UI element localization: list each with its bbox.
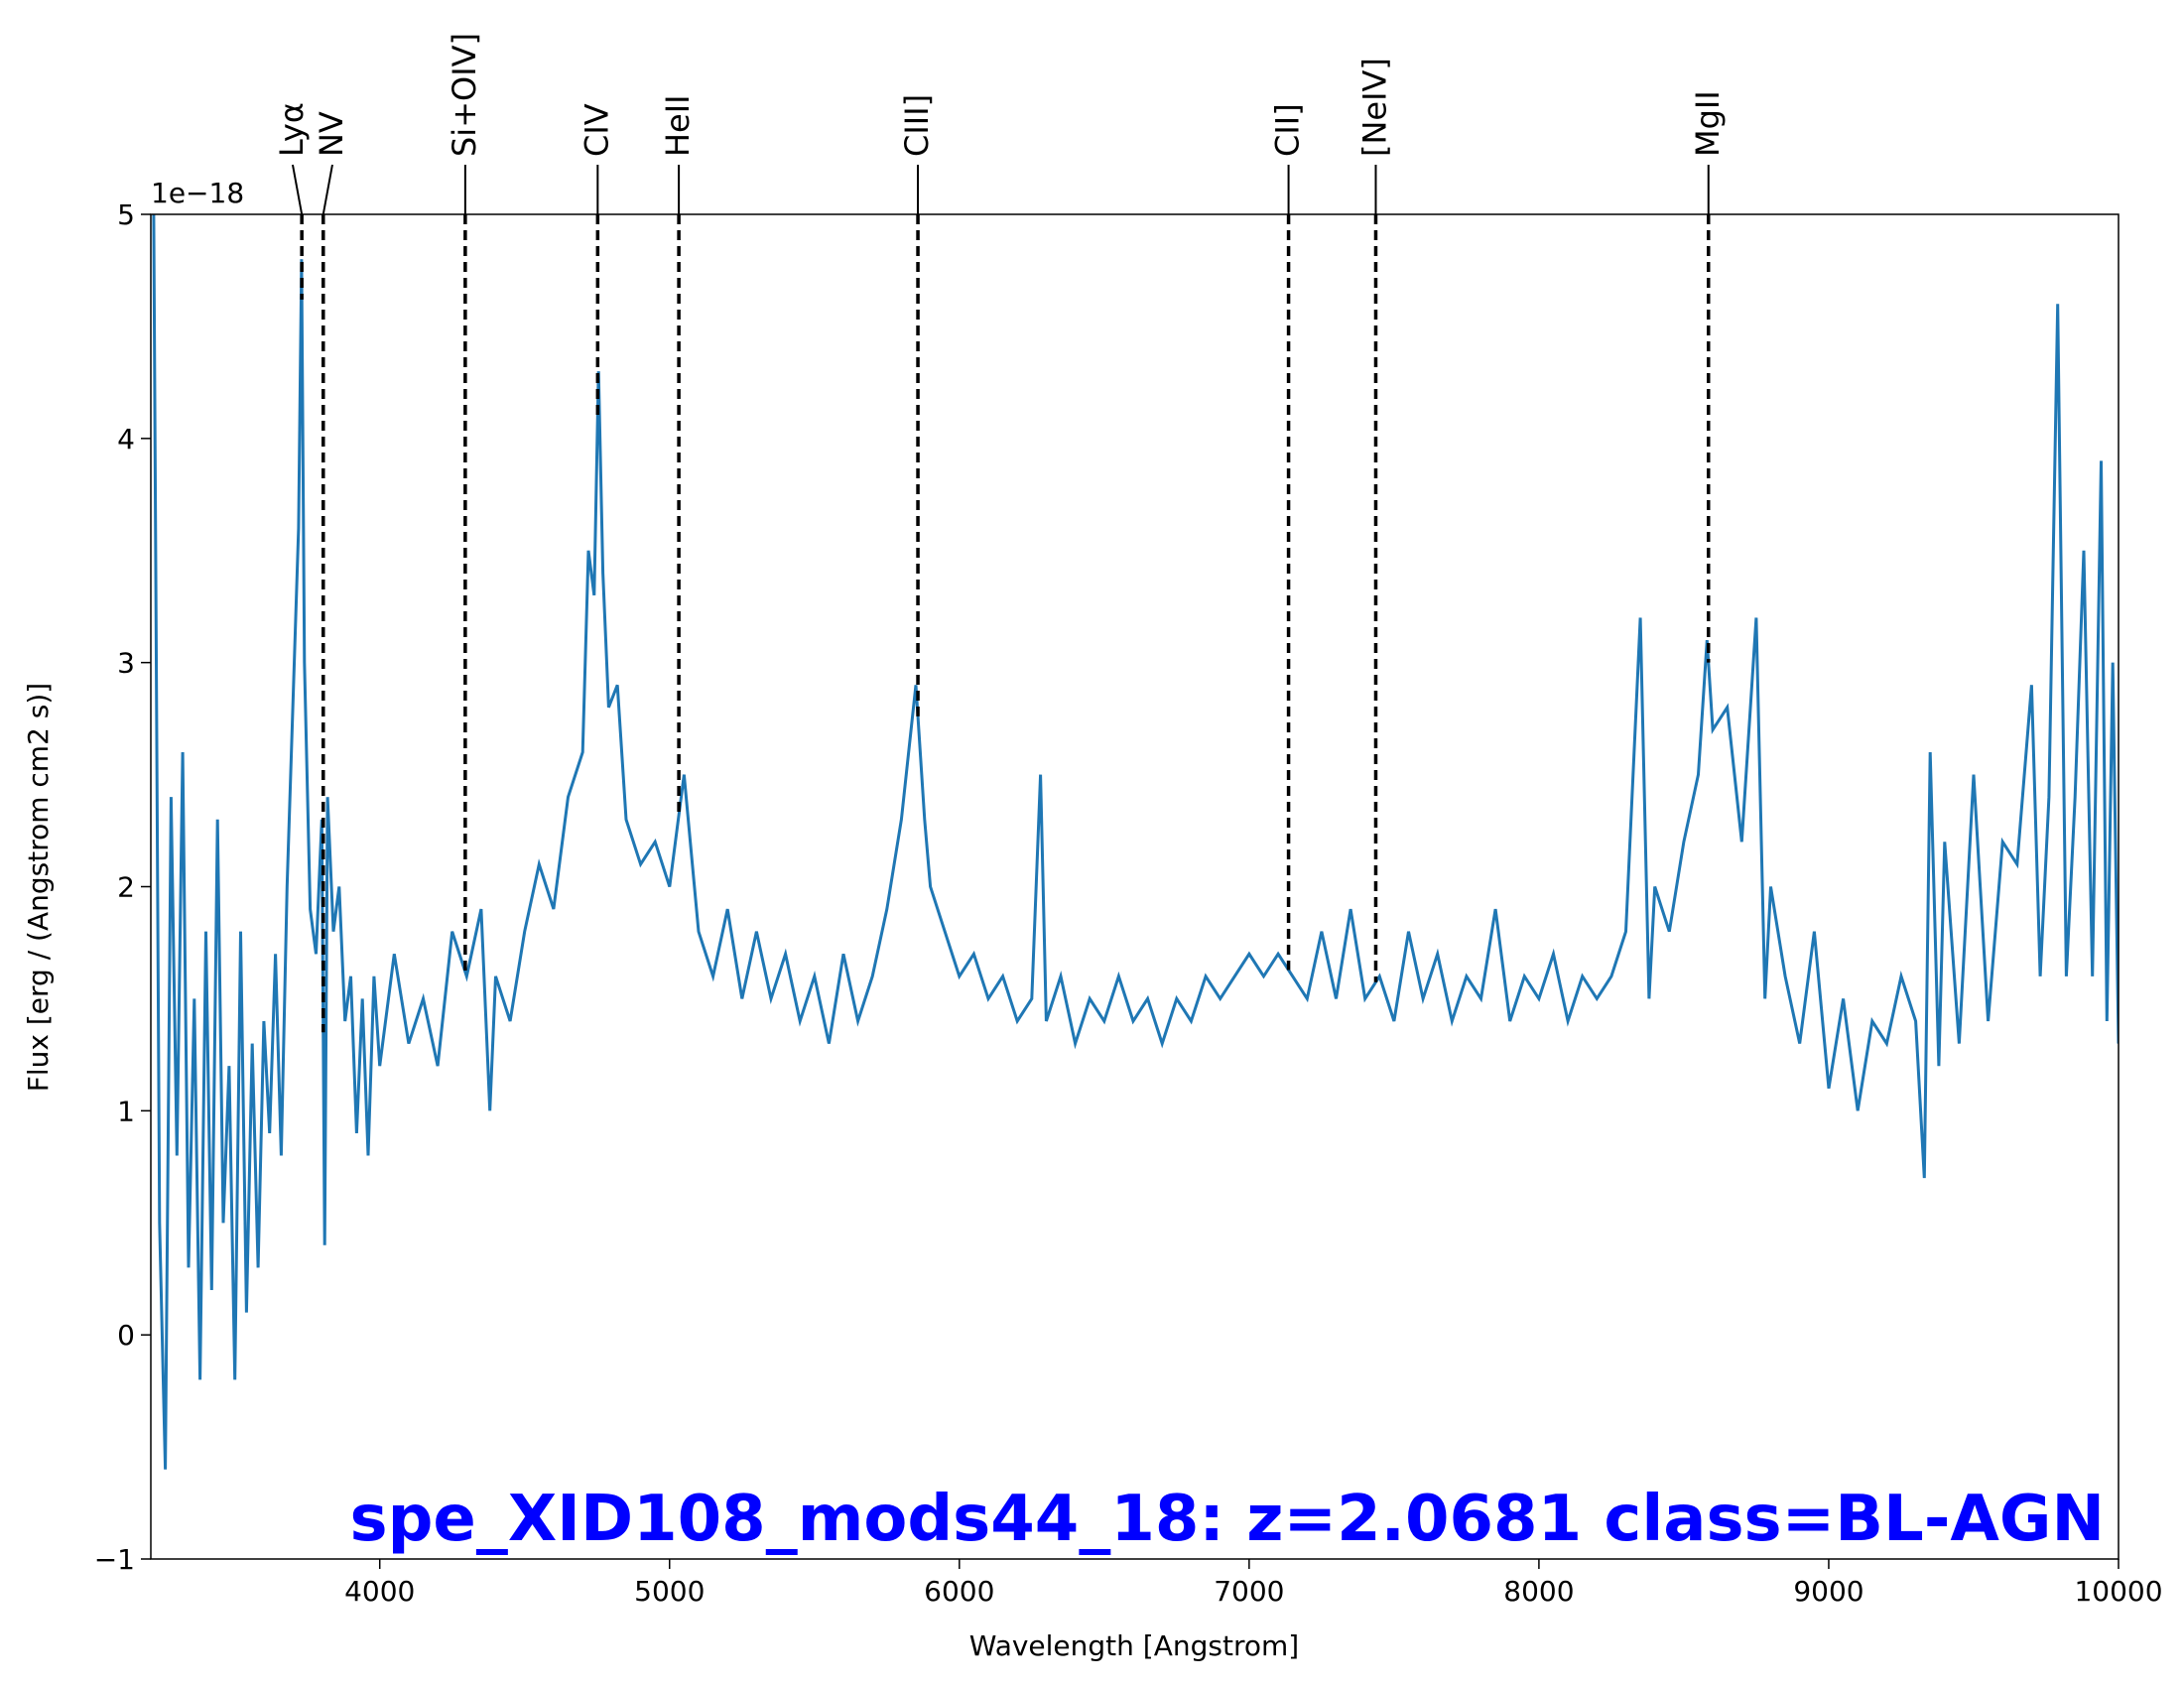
emission-label: Si+OIV] bbox=[446, 33, 483, 157]
y-tick-label: 1 bbox=[117, 1095, 135, 1127]
emission-leader bbox=[291, 164, 304, 215]
chart-title: spe_XID108_mods44_18: z=2.0681 class=BL-… bbox=[350, 1483, 2106, 1556]
y-axis-label: Flux [erg / (Angstrom cm2 s)] bbox=[22, 683, 55, 1092]
x-tick-label: 6000 bbox=[924, 1575, 994, 1608]
emission-label: MgII bbox=[1689, 90, 1727, 157]
x-axis-label: Wavelength [Angstrom] bbox=[969, 1629, 1299, 1662]
spectrum-line bbox=[152, 214, 2119, 1470]
x-tick-label: 7000 bbox=[1214, 1575, 1284, 1608]
x-tick-label: 5000 bbox=[634, 1575, 705, 1608]
emission-label: Lyα bbox=[273, 102, 311, 157]
emission-label: [NeIV] bbox=[1355, 58, 1393, 157]
y-tick-label: 3 bbox=[117, 647, 135, 680]
y-tick-label: 0 bbox=[117, 1319, 135, 1352]
emission-leader bbox=[321, 164, 333, 215]
y-tick-label: 2 bbox=[117, 871, 135, 904]
y-tick-label: 4 bbox=[117, 423, 135, 455]
x-tick-label: 10000 bbox=[2074, 1575, 2162, 1608]
emission-label: CII] bbox=[1269, 103, 1307, 157]
y-tick-label: −1 bbox=[94, 1543, 135, 1576]
plot-frame bbox=[150, 213, 2120, 1560]
emission-label: CIII] bbox=[898, 94, 936, 157]
emission-label: CIV bbox=[578, 103, 615, 157]
x-tick-label: 4000 bbox=[344, 1575, 415, 1608]
y-offset-label: 1e−18 bbox=[151, 177, 244, 209]
emission-label: HeII bbox=[659, 94, 697, 157]
x-tick-label: 8000 bbox=[1503, 1575, 1574, 1608]
y-tick-label: 5 bbox=[117, 198, 135, 231]
emission-label: NV bbox=[313, 111, 350, 157]
x-tick-label: 9000 bbox=[1793, 1575, 1863, 1608]
